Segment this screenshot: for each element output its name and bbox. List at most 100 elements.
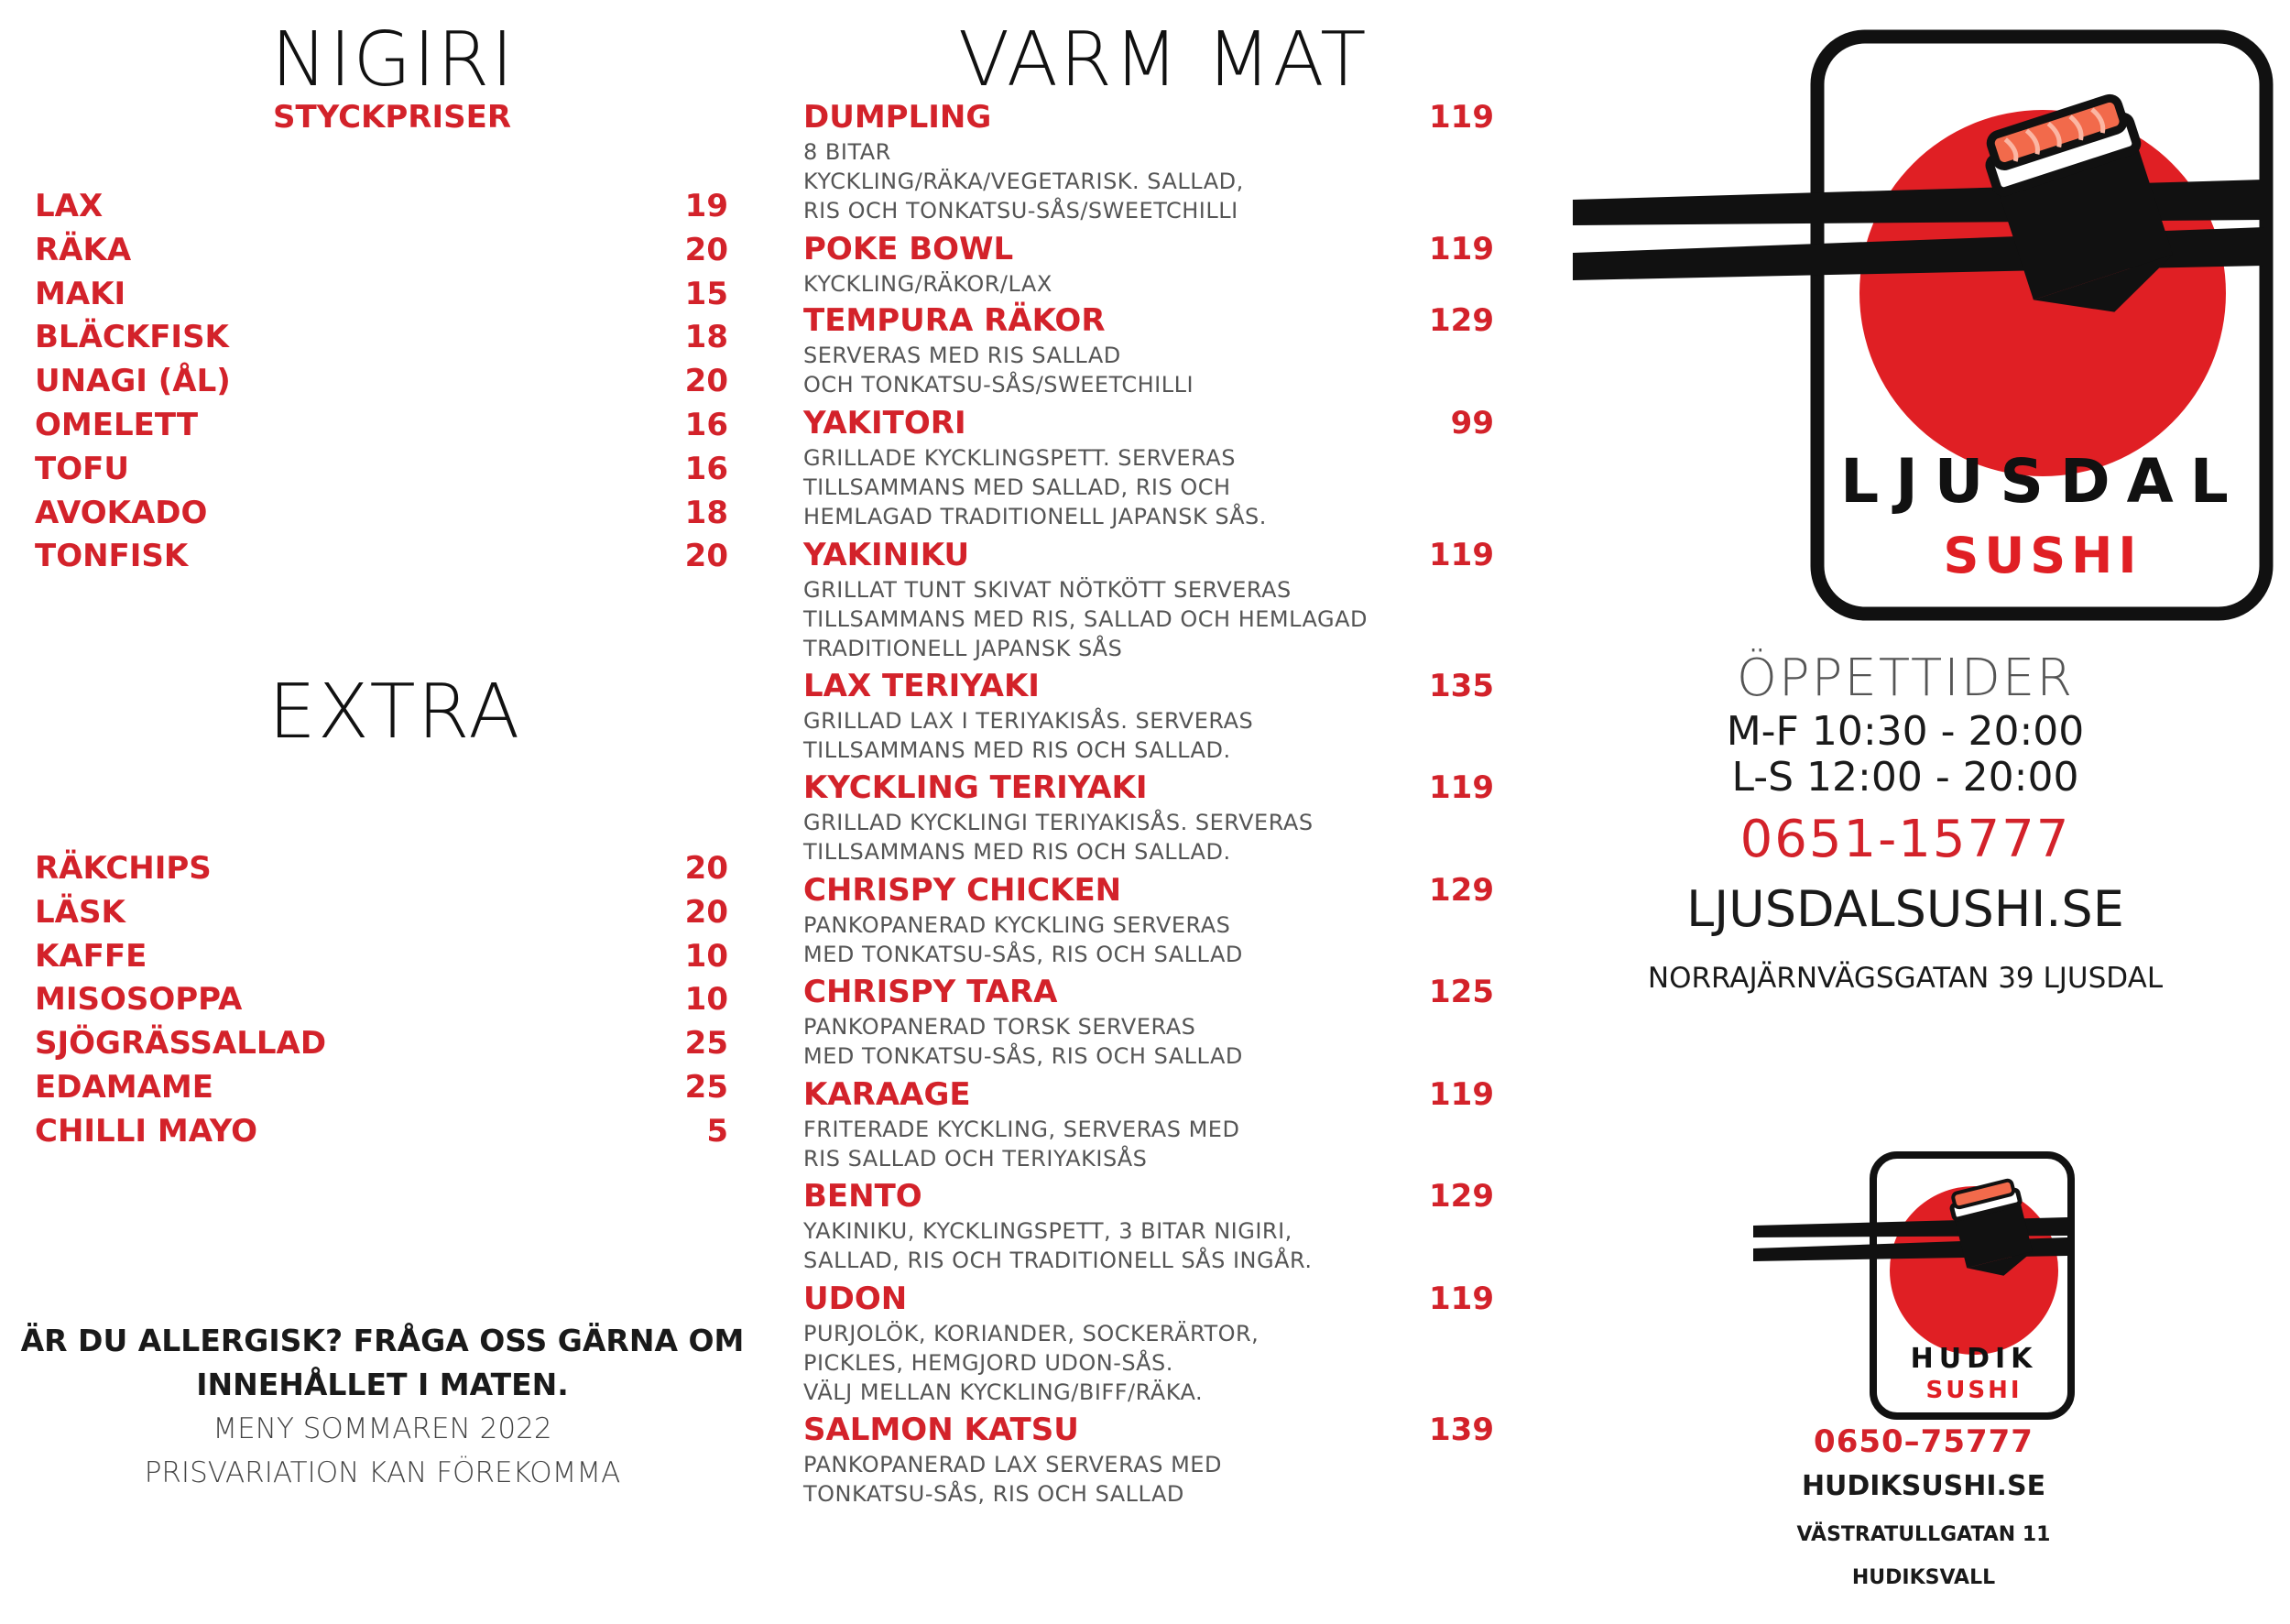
dish-name: TEMPURA RÄKOR (803, 302, 1106, 339)
hudik-logo-name: HUDIK (1911, 1343, 2038, 1375)
hudik-website[interactable]: HUDIKSUSHI.SE (1801, 1470, 2046, 1502)
dish-header: SALMON KATSU 139 (803, 1410, 1494, 1450)
menu-item-row: TONFISK 20 (35, 535, 728, 577)
hours-title: ÖPPETTIDER (1736, 649, 2075, 708)
ljusdal-address: NORRAJÄRNVÄGSGATAN 39 LJUSDAL (1647, 962, 2164, 995)
dish-item: YAKINIKU 119 GRILLAT TUNT SKIVAT NÖTKÖTT S… (803, 535, 1494, 663)
menu-item-name: TONFISK (35, 538, 189, 575)
dish-header: POKE BOWL 119 (803, 229, 1494, 269)
menu-item-price: 15 (684, 275, 728, 312)
dish-name: CHRISPY CHICKEN (803, 872, 1122, 909)
dish-description: 8 BITAR KYCKLING/RÄKA/VEGETARISK. SALLAD… (803, 139, 1244, 223)
menu-item-name: MISOSOPPA (35, 981, 243, 1019)
dish-description: PURJOLÖK, KORIANDER, SOCKERÄRTOR, PICKLE… (803, 1321, 1260, 1405)
hudik-street: VÄSTRATULLGATAN 11 (1796, 1523, 2051, 1546)
varm-mat-title: VARM MAT (958, 16, 1369, 104)
dish-price: 139 (1429, 1411, 1494, 1448)
menu-item-name: LAX (35, 188, 104, 224)
dish-name: POKE BOWL (803, 231, 1014, 267)
menu-item-name: AVOKADO (35, 494, 208, 531)
dish-description: SERVERAS MED RIS SALLAD OCH TONKATSU-SÅS… (803, 343, 1194, 398)
menu-item-row: BLÄCKFISK 18 (35, 316, 728, 358)
menu-item-row: UNAGI (ÅL) 20 (35, 360, 728, 402)
hudik-city: HUDIKSVALL (1851, 1566, 1996, 1589)
menu-item-row: KAFFE 10 (35, 935, 728, 977)
dish-header: UDON 119 (803, 1279, 1494, 1319)
menu-item-name: TOFU (35, 450, 129, 487)
menu-item-price: 20 (684, 363, 728, 400)
menu-item-price: 20 (684, 538, 728, 575)
dish-description: GRILLAD LAX I TERIYAKISÅS. SERVERAS TILL… (803, 708, 1254, 763)
menu-item-name: KAFFE (35, 937, 147, 975)
menu-item-row: MAKI 15 (35, 273, 728, 315)
ljusdal-logo: LJUSDAL SUSHI (1573, 29, 2274, 621)
menu-item-name: UNAGI (ÅL) (35, 363, 231, 400)
dish-price: 119 (1429, 769, 1494, 806)
menu-item-price: 20 (684, 231, 728, 268)
allergy-notice: ÄR DU ALLERGISK? FRÅGA OSS GÄRNA OM INNE… (18, 1319, 747, 1495)
price-variation: PRISVARIATION KAN FÖREKOMMA (144, 1456, 621, 1489)
hudik-phone[interactable]: 0650–75777 (1814, 1423, 2034, 1460)
hudik-info: 0650–75777 HUDIKSUSHI.SE VÄSTRATULLGATAN… (1740, 1420, 2107, 1601)
dish-price: 119 (1429, 1281, 1494, 1317)
nigiri-title: NIGIRI (271, 16, 516, 104)
dish-item: DUMPLING 119 8 BITAR KYCKLING/RÄKA/VEGETAR… (803, 97, 1494, 225)
menu-item-price: 18 (684, 494, 728, 531)
menu-item-price: 10 (684, 981, 728, 1019)
allergy-line-2: INNEHÅLLET I MATEN. (196, 1367, 569, 1402)
ljusdal-info: ÖPPETTIDER M-F 10:30 - 20:00 L-S 12:00 -… (1594, 649, 2217, 1004)
nigiri-subtitle: STYCKPRISER (273, 99, 512, 136)
dish-price: 119 (1429, 99, 1494, 136)
menu-item-row: AVOKADO 18 (35, 492, 728, 534)
menu-item-price: 10 (684, 937, 728, 975)
dish-header: KARAAGE 119 (803, 1074, 1494, 1115)
menu-item-price: 20 (684, 893, 728, 931)
menu-item-name: SJÖGRÄSSALLAD (35, 1025, 327, 1063)
dish-price: 135 (1429, 668, 1494, 704)
menu-item-name: RÄKA (35, 231, 132, 268)
dish-header: BENTO 129 (803, 1176, 1494, 1216)
dish-header: KYCKLING TERIYAKI 119 (803, 768, 1494, 808)
menu-item-row: CHILLI MAYO 5 (35, 1110, 728, 1152)
dish-header: CHRISPY CHICKEN 129 (803, 870, 1494, 910)
menu-item-name: RÄKCHIPS (35, 850, 212, 887)
menu-item-name: OMELETT (35, 407, 199, 443)
menu-item-price: 16 (684, 450, 728, 487)
ljusdal-phone[interactable]: 0651-15777 (1739, 810, 2071, 869)
menu-item-price: 25 (684, 1069, 728, 1106)
dish-name: CHRISPY TARA (803, 974, 1058, 1010)
dish-description: KYCKLING/RÄKOR/LAX (803, 271, 1052, 297)
menu-item-row: RÄKCHIPS 20 (35, 847, 728, 889)
dish-item: KYCKLING TERIYAKI 119 GRILLAD KYCKLINGI TE… (803, 768, 1494, 866)
dish-name: KYCKLING TERIYAKI (803, 769, 1148, 806)
dish-header: DUMPLING 119 (803, 97, 1494, 137)
dish-item: BENTO 129 YAKINIKU, KYCKLINGSPETT, 3 BITAR… (803, 1176, 1494, 1275)
dish-name: SALMON KATSU (803, 1411, 1079, 1448)
menu-season: MENY SOMMAREN 2022 (213, 1412, 552, 1445)
dish-name: LAX TERIYAKI (803, 668, 1040, 704)
dish-name: YAKITORI (803, 405, 966, 441)
dish-price: 99 (1450, 405, 1494, 441)
dish-price: 119 (1429, 1076, 1494, 1113)
dish-description: YAKINIKU, KYCKLINGSPETT, 3 BITAR NIGIRI,… (803, 1218, 1313, 1273)
menu-item-name: EDAMAME (35, 1069, 213, 1106)
hudik-sushi-icon (1949, 1178, 2033, 1276)
ljusdal-website[interactable]: LJUSDALSUSHI.SE (1686, 880, 2124, 938)
dish-name: DUMPLING (803, 99, 992, 136)
dish-description: PANKOPANERAD KYCKLING SERVERAS MED TONKA… (803, 912, 1243, 967)
menu-item-price: 5 (706, 1112, 728, 1150)
dish-item: SALMON KATSU 139 PANKOPANERAD LAX SERVERAS… (803, 1410, 1494, 1509)
dish-header: LAX TERIYAKI 135 (803, 666, 1494, 706)
extra-title: EXTRA (268, 669, 522, 756)
dish-price: 119 (1429, 537, 1494, 573)
menu-item-row: RÄKA 20 (35, 229, 728, 271)
allergy-line-1: ÄR DU ALLERGISK? FRÅGA OSS GÄRNA OM (20, 1323, 745, 1358)
menu-item-price: 25 (684, 1025, 728, 1063)
ljusdal-logo-sushi: SUSHI (1944, 527, 2143, 584)
menu-item-price: 20 (684, 850, 728, 887)
menu-item-price: 19 (684, 188, 728, 224)
dish-price: 129 (1429, 302, 1494, 339)
dish-item: CHRISPY TARA 125 PANKOPANERAD TORSK SERVER… (803, 972, 1494, 1071)
menu-item-name: LÄSK (35, 893, 125, 931)
dish-name: BENTO (803, 1178, 922, 1215)
